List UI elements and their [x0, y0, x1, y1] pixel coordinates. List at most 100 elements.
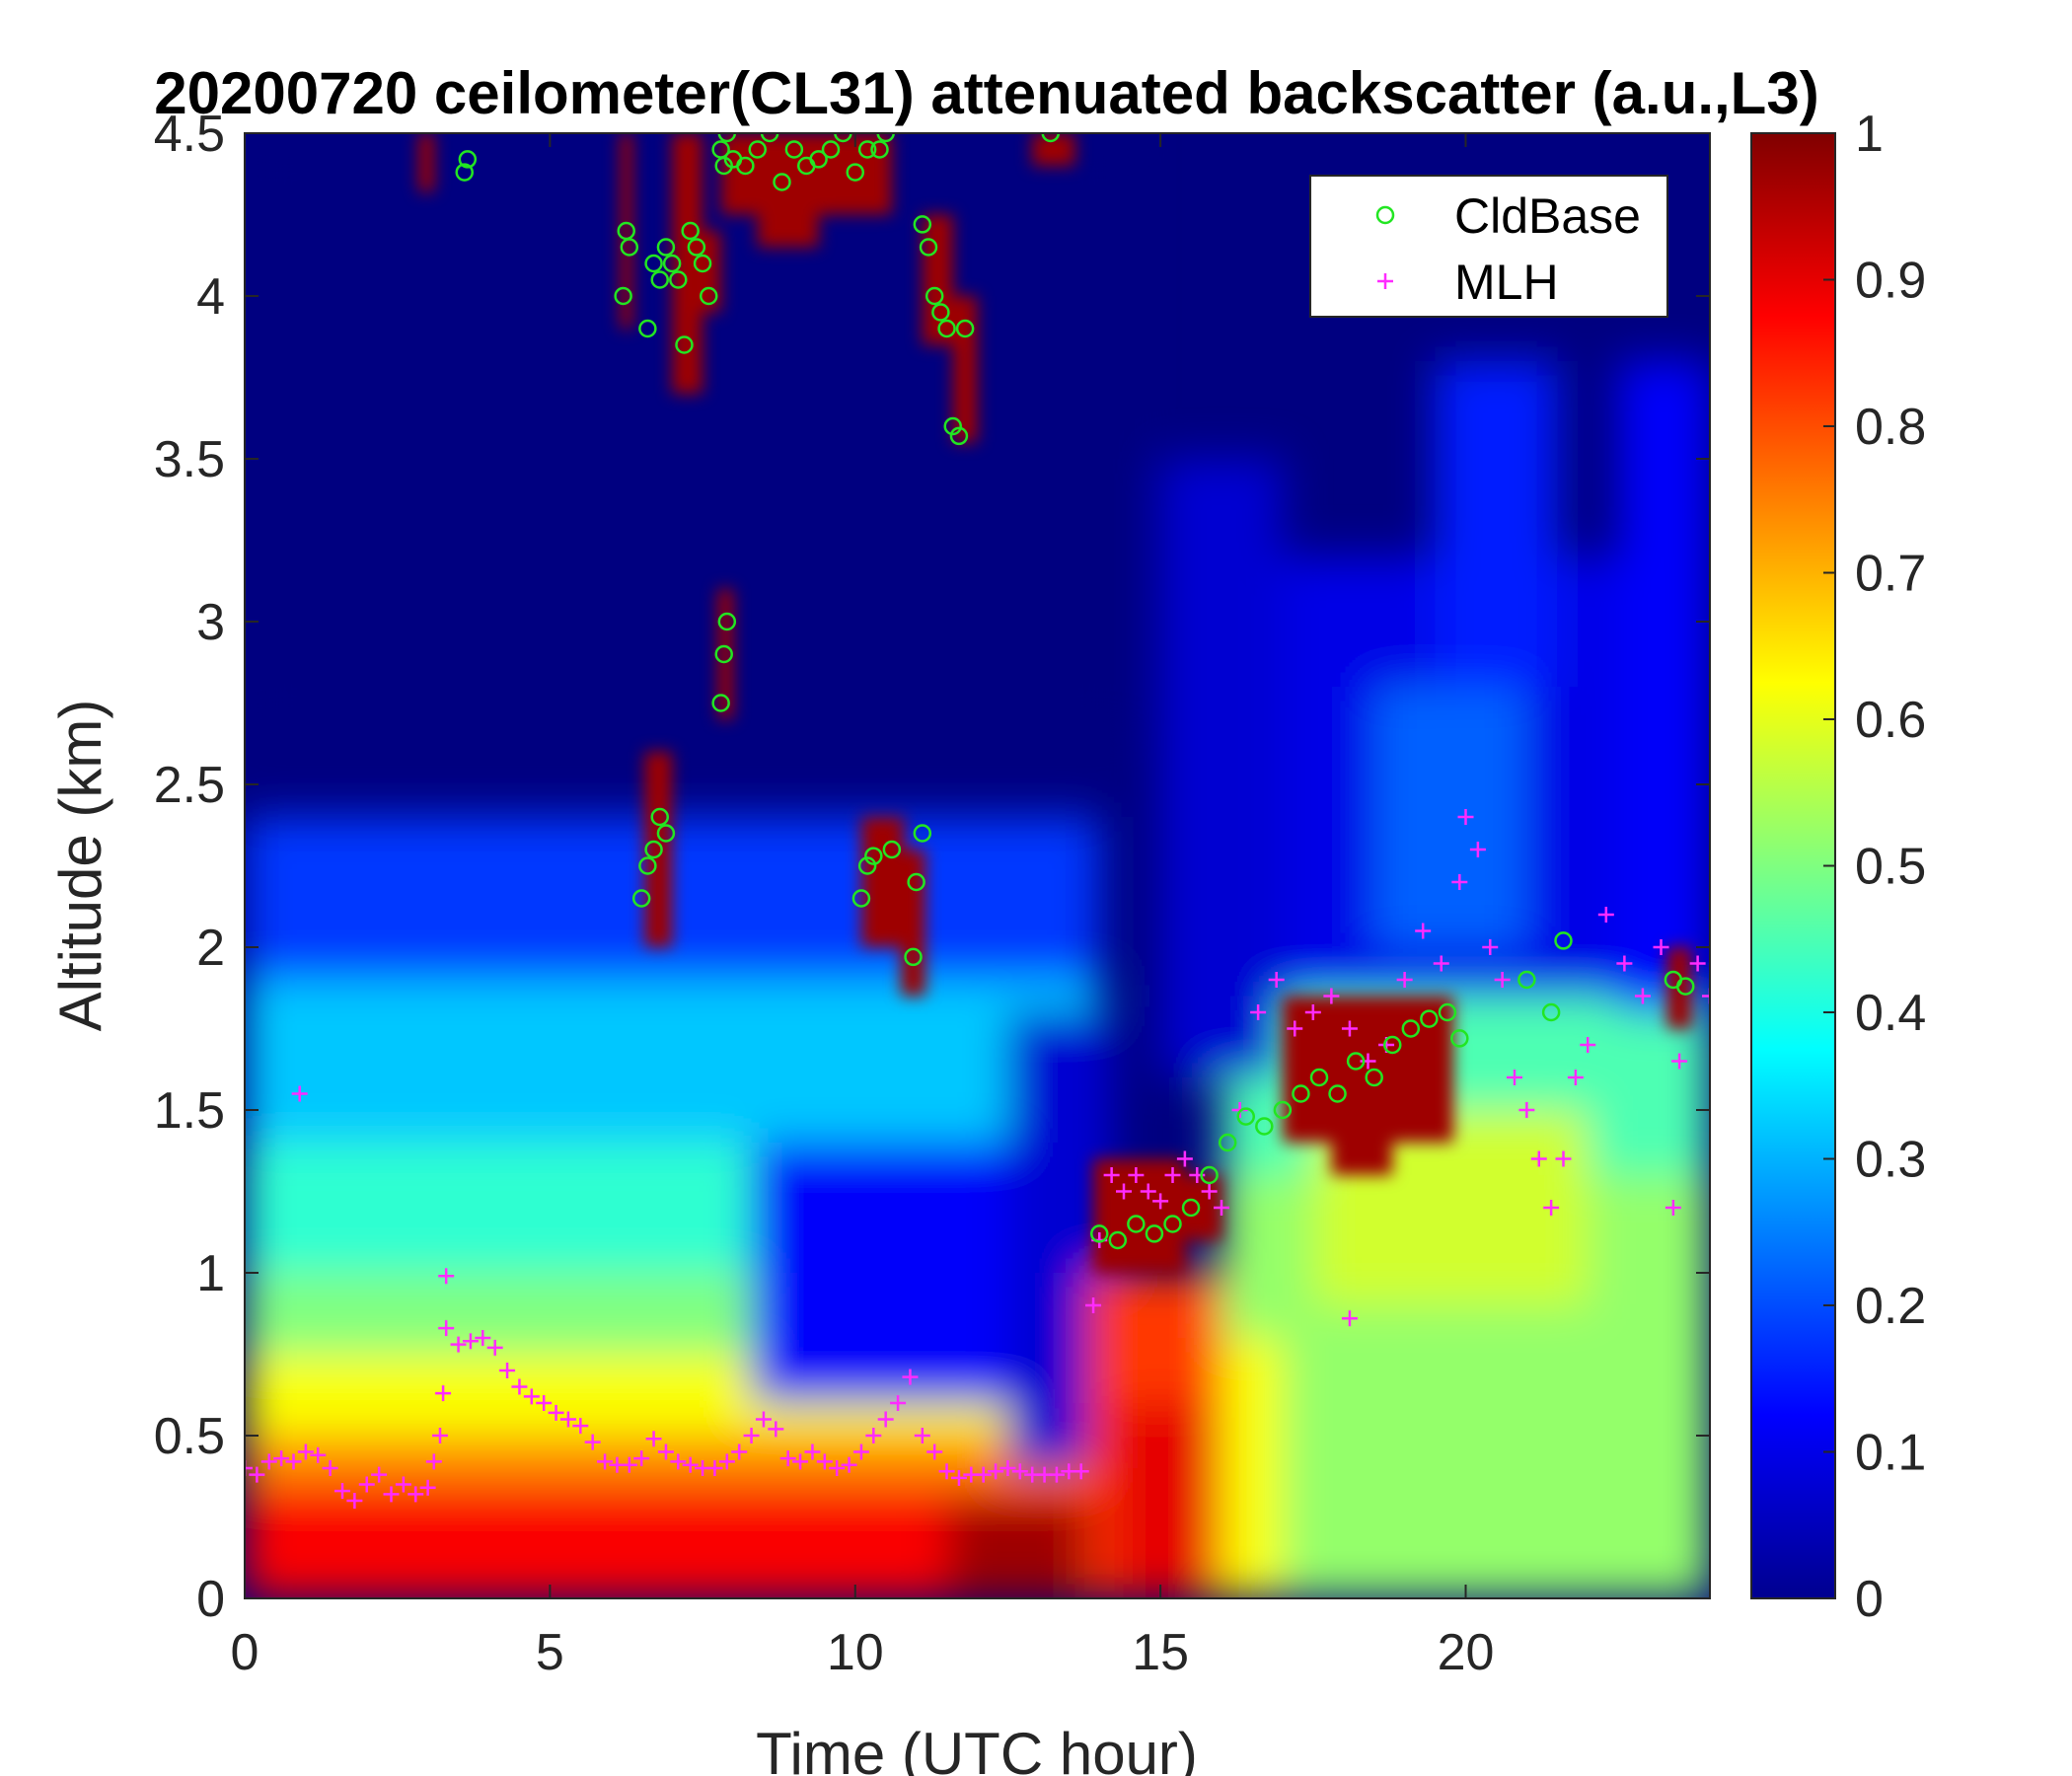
- cldbase-point: [919, 238, 938, 257]
- legend-mlh-marker-icon: [1377, 273, 1393, 289]
- cldbase-point: [638, 319, 657, 338]
- colorbar: 0 0.1 0.2 0.3 0.4 0.5 0.6 0.7 0.8 0.9 1: [1750, 106, 1926, 1628]
- series-cldbase: [455, 133, 1695, 1250]
- cldbase-point: [650, 270, 669, 289]
- mlh-point: [657, 1443, 674, 1460]
- colorbar-tick-label: 0.7: [1855, 546, 1926, 603]
- mlh-point: [1103, 1167, 1120, 1183]
- legend-entry-cldbase: CldBase: [1454, 188, 1641, 244]
- mlh-point: [670, 1453, 687, 1470]
- cldbase-point: [455, 163, 474, 182]
- mlh-point: [358, 1476, 375, 1493]
- colorbar-ticks: 0 0.1 0.2 0.3 0.4 0.5 0.6 0.7 0.8 0.9 1: [1823, 106, 1926, 1628]
- mlh-point: [950, 1469, 967, 1486]
- cldbase-point: [834, 133, 852, 143]
- cldbase-point: [913, 215, 932, 234]
- cldbase-point: [1236, 1107, 1255, 1126]
- mlh-point: [621, 1456, 637, 1473]
- mlh-point: [1304, 1004, 1321, 1020]
- mlh-point: [1433, 955, 1449, 972]
- cldbase-point: [809, 150, 828, 169]
- mlh-point: [511, 1378, 528, 1395]
- mlh-point: [322, 1460, 338, 1476]
- mlh-point: [1702, 988, 1710, 1004]
- cldbase-point: [1517, 970, 1536, 990]
- cldbase-point: [656, 238, 676, 257]
- mlh-point: [1567, 1070, 1584, 1085]
- colorbar-tick-label: 0.3: [1855, 1132, 1926, 1189]
- mlh-point: [523, 1388, 540, 1405]
- mlh-point: [1085, 1297, 1102, 1313]
- cldbase-point: [925, 286, 944, 306]
- plot-frame: [244, 132, 1711, 1599]
- mlh-point: [432, 1428, 448, 1443]
- cldbase-point: [1200, 1165, 1219, 1185]
- y-tick-label: 1.5: [154, 1082, 225, 1140]
- cldbase-point: [949, 426, 969, 446]
- cldbase-point: [631, 889, 651, 908]
- mlh-point: [852, 1443, 869, 1460]
- cldbase-point: [656, 824, 676, 843]
- mlh-point: [559, 1411, 576, 1428]
- mlh-point: [1201, 1183, 1218, 1200]
- mlh-point: [1555, 1150, 1572, 1167]
- mlh-point: [297, 1443, 314, 1460]
- mlh-point: [334, 1483, 350, 1500]
- mlh-point: [877, 1411, 894, 1428]
- mlh-point: [1530, 1150, 1547, 1167]
- mlh-point: [1152, 1193, 1169, 1210]
- cldbase-point: [1420, 1009, 1439, 1028]
- cldbase-point: [904, 947, 923, 967]
- y-tick-label: 4.5: [154, 106, 225, 163]
- cldbase-point: [650, 807, 669, 827]
- cldbase-point: [1218, 1133, 1237, 1152]
- colorbar-tick-label: 0.6: [1855, 692, 1926, 749]
- cldbase-point: [662, 254, 682, 273]
- cldbase-point: [1438, 1002, 1457, 1022]
- mlh-point: [1128, 1167, 1145, 1183]
- mlh-point: [597, 1453, 614, 1470]
- mlh-point: [499, 1363, 516, 1378]
- mlh-point: [1518, 1102, 1535, 1118]
- legend-box: [1309, 175, 1668, 318]
- cldbase-point: [714, 156, 733, 176]
- cldbase-point: [644, 840, 663, 859]
- cldbase-point: [1346, 1052, 1366, 1071]
- mlh-point: [395, 1476, 411, 1493]
- colorbar-tick-label: 0.5: [1855, 839, 1926, 896]
- mlh-point: [425, 1453, 442, 1470]
- mlh-point: [310, 1446, 327, 1463]
- mlh-point: [914, 1428, 930, 1443]
- mlh-point: [865, 1428, 882, 1443]
- mlh-point: [572, 1418, 589, 1435]
- cldbase-point: [1181, 1198, 1201, 1218]
- mlh-point: [346, 1493, 363, 1509]
- mlh-point: [1482, 939, 1499, 955]
- cldbase-point: [748, 140, 767, 159]
- mlh-point: [633, 1450, 650, 1467]
- mlh-point: [1457, 809, 1474, 825]
- mlh-point: [450, 1336, 467, 1353]
- mlh-point: [1140, 1183, 1156, 1200]
- cldbase-point: [1676, 977, 1695, 996]
- mlh-point: [938, 1463, 955, 1480]
- y-tick-label: 3.5: [154, 431, 225, 488]
- mlh-point: [1543, 1200, 1560, 1216]
- y-axis-label: Altitude (km): [47, 700, 113, 1032]
- cldbase-point: [700, 286, 718, 306]
- mlh-point: [999, 1460, 1016, 1476]
- mlh-point: [902, 1369, 919, 1385]
- mlh-point: [706, 1460, 723, 1476]
- cldbase-point: [717, 612, 737, 631]
- cldbase-point: [1108, 1230, 1128, 1250]
- mlh-point: [1689, 955, 1706, 972]
- mlh-point: [1116, 1183, 1132, 1200]
- cldbase-point: [876, 133, 895, 143]
- mlh-point: [438, 1268, 455, 1285]
- cldbase-point: [711, 694, 730, 712]
- cldbase-point: [1328, 1084, 1347, 1103]
- cldbase-point: [693, 254, 712, 273]
- y-tick-label: 0: [196, 1571, 225, 1628]
- mlh-point: [486, 1339, 503, 1356]
- colorbar-tick-label: 0.9: [1855, 253, 1926, 310]
